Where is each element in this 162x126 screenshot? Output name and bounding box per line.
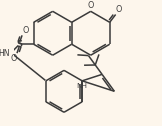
- Text: S: S: [17, 40, 23, 49]
- Text: O: O: [22, 26, 29, 35]
- Text: O: O: [87, 1, 94, 10]
- Text: HN: HN: [0, 49, 10, 58]
- Text: O: O: [116, 5, 122, 14]
- Text: O: O: [10, 54, 17, 63]
- Text: NH: NH: [77, 83, 88, 89]
